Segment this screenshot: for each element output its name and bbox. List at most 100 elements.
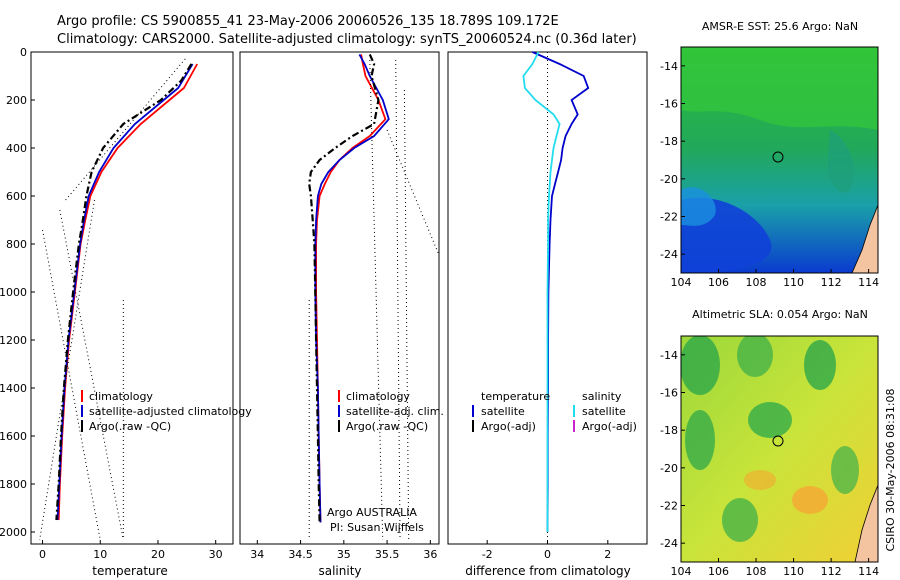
x-tick-label: 34 <box>250 548 264 561</box>
side-timestamp-label: CSIRO 30-May-2006 08:31:08 <box>884 388 897 551</box>
depth-axis: 0 200 400 600 800 1000 1200 1400 1600 1800 2000 <box>0 46 35 539</box>
depth-tick-label: 1800 <box>0 478 27 491</box>
legend-label-sal-argo: Argo(-adj) <box>582 420 637 433</box>
map-x-tick-label: 110 <box>783 565 804 578</box>
map-x-tick-label: 106 <box>708 565 729 578</box>
map-y-tick-label: -24 <box>660 537 678 550</box>
climatology-envelope-line <box>42 229 101 541</box>
map-y-tick-label: -18 <box>660 135 678 148</box>
x-tick-label: 30 <box>209 548 223 561</box>
salinity-axis-label: salinity <box>318 564 361 578</box>
figure-title-line2: Climatology: CARS2000. Satellite-adjuste… <box>57 32 637 47</box>
salinity-legend: climatology satellite-adj. clim. Argo(.r… <box>338 390 444 433</box>
argo-position-marker <box>772 435 784 447</box>
depth-tick-label: 200 <box>6 94 27 107</box>
difference-series <box>522 51 590 533</box>
sst-map-title: AMSR-E SST: 25.6 Argo: NaN <box>702 20 858 33</box>
x-tick-label: 35.5 <box>375 548 400 561</box>
map-y-tick-label: -14 <box>660 60 678 73</box>
legend-heading-salinity: salinity <box>582 390 622 403</box>
map-y-tick-label: -20 <box>660 462 678 475</box>
map-x-tick-label: 110 <box>783 276 804 289</box>
argo-position-marker <box>772 151 784 163</box>
map-x-tick-label: 114 <box>858 276 879 289</box>
map-x-tick-label: 112 <box>821 276 842 289</box>
legend-label-sal-satellite: satellite <box>582 405 626 418</box>
salinity-series <box>308 53 440 541</box>
x-tick-label: 10 <box>93 548 107 561</box>
map-y-tick-label: -16 <box>660 98 678 111</box>
map-y-tick-label: -18 <box>660 424 678 437</box>
legend-label-argo: Argo(.raw -QC) <box>89 420 171 433</box>
map-x-tick-label: 114 <box>858 565 879 578</box>
difference-x-axis: -2 0 2 <box>482 52 611 561</box>
climatology-envelope-line <box>65 56 188 201</box>
temperature-x-axis: 0 10 20 30 <box>39 540 223 561</box>
figure-title-line1: Argo profile: CS 5900855_41 23-May-2006 … <box>57 14 559 29</box>
climatology-envelope-line <box>386 129 440 256</box>
series-line-salinity-satellite <box>522 51 561 532</box>
sla-map-axes: 104 106 108 110 112 114 -14 -16 -18 -20 -22 -24 <box>660 349 879 578</box>
depth-tick-label: 800 <box>6 238 27 251</box>
legend-label-temp-satellite: satellite <box>481 405 525 418</box>
temperature-axis-label: temperature <box>92 564 167 578</box>
legend-label-satellite: satellite-adjusted climatology <box>89 405 252 418</box>
series-line-satellite-adjusted-climatology <box>56 63 194 521</box>
climatology-envelope-line <box>59 209 124 541</box>
temperature-legend: climatology satellite-adjusted climatolo… <box>81 390 252 433</box>
sst-map-field <box>681 47 878 273</box>
climatology-envelope-line <box>395 59 401 541</box>
series-line-satellite-adj-clim- <box>314 53 390 523</box>
difference-axis-label: difference from climatology <box>465 564 631 578</box>
map-y-tick-label: -20 <box>660 173 678 186</box>
depth-tick-label: 2000 <box>0 526 27 539</box>
sla-map-frame <box>680 335 879 563</box>
legend-label-satellite: satellite-adj. clim. <box>346 405 444 418</box>
temperature-series <box>39 56 198 541</box>
temperature-plot-area <box>30 51 234 545</box>
depth-tick-label: 1600 <box>0 430 27 443</box>
x-tick-label: 20 <box>151 548 165 561</box>
map-y-tick-label: -16 <box>660 387 678 400</box>
depth-tick-label: 1400 <box>0 382 27 395</box>
map-x-tick-label: 104 <box>671 276 692 289</box>
x-tick-label: 0 <box>544 548 551 561</box>
map-y-tick-label: -22 <box>660 500 678 513</box>
sst-map-frame <box>680 46 879 274</box>
map-y-tick-label: -24 <box>660 248 678 261</box>
depth-tick-label: 1200 <box>0 334 27 347</box>
legend-label-climatology: climatology <box>346 390 410 403</box>
sla-map-field <box>681 336 878 562</box>
series-line-argo-raw-qc- <box>308 53 380 523</box>
salinity-x-axis: 34 34.5 35 35.5 36 <box>250 540 437 561</box>
climatology-envelope-line <box>39 199 95 541</box>
legend-label-temp-argo: Argo(-adj) <box>481 420 536 433</box>
map-x-tick-label: 108 <box>746 276 767 289</box>
series-line-climatology <box>315 54 387 523</box>
argo-pi-label: PI: Susan Wijffels <box>330 521 424 534</box>
x-tick-label: 36 <box>423 548 437 561</box>
x-tick-label: 0 <box>39 548 46 561</box>
depth-tick-label: 600 <box>6 190 27 203</box>
difference-legend: temperature salinity satellite satellite… <box>472 390 637 433</box>
series-line-argo-raw-qc- <box>55 63 193 521</box>
sst-map-axes: 104 106 108 110 112 114 -14 -16 -18 -20 -22 -24 <box>660 60 879 289</box>
x-tick-label: 34.5 <box>288 548 313 561</box>
climatology-envelope-line <box>369 59 384 541</box>
map-x-tick-label: 108 <box>746 565 767 578</box>
legend-heading-temperature: temperature <box>481 390 550 403</box>
legend-label-climatology: climatology <box>89 390 153 403</box>
x-tick-label: 35 <box>337 548 351 561</box>
depth-tick-label: 0 <box>20 46 27 59</box>
map-y-tick-label: -14 <box>660 349 678 362</box>
climatology-envelope-line <box>403 89 410 541</box>
x-tick-label: -2 <box>482 548 493 561</box>
x-tick-label: 2 <box>604 548 611 561</box>
sla-map-title: Altimetric SLA: 0.054 Argo: NaN <box>692 308 868 321</box>
map-x-tick-label: 106 <box>708 276 729 289</box>
salinity-plot-area <box>239 51 440 545</box>
argo-program-label: Argo AUSTRALIA <box>327 506 417 519</box>
map-x-tick-label: 104 <box>671 565 692 578</box>
depth-tick-label: 400 <box>6 142 27 155</box>
